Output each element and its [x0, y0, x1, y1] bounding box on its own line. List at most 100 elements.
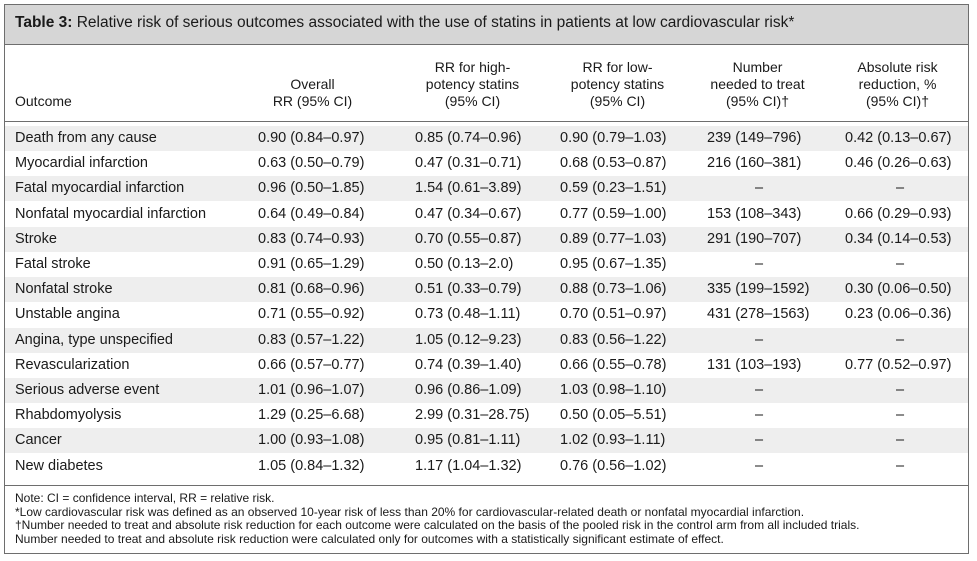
note-abbreviations: Note: CI = confidence interval, RR = rel…	[15, 491, 275, 505]
table-caption: Relative risk of serious outcomes associ…	[76, 14, 795, 31]
cell-nnt: 216 (160–381)	[707, 155, 802, 172]
table-row: Angina, type unspecified 0.83 (0.57–1.22)…	[5, 327, 968, 353]
table-row: Unstable angina 0.71 (0.55–0.92) 0.73 (0.4…	[5, 302, 968, 327]
cell-low-potency-rr: 1.03 (0.98–1.10)	[560, 382, 667, 398]
cell-overall-rr: 1.05 (0.84–1.32)	[258, 457, 365, 474]
table-row: Stroke 0.83 (0.74–0.93) 0.70 (0.55–0.87) 0.…	[5, 226, 968, 252]
cell-nnt: –	[755, 382, 764, 398]
cell-high-potency-rr: 0.85 (0.74–0.96)	[415, 130, 522, 146]
cell-high-potency-rr: 2.99 (0.31–28.75)	[415, 407, 530, 424]
cell-nnt: 431 (278–1563)	[707, 306, 810, 323]
cell-overall-rr: 0.83 (0.74–0.93)	[258, 230, 365, 247]
cell-arr: 0.66 (0.29–0.93)	[845, 205, 952, 222]
cell-low-potency-rr: 0.50 (0.05–5.51)	[560, 407, 667, 424]
cell-low-potency-rr: 0.76 (0.56–1.02)	[560, 457, 667, 474]
header-outcome: Outcome	[15, 93, 72, 109]
cell-arr: 0.30 (0.06–0.50)	[845, 281, 952, 298]
cell-arr: 0.23 (0.06–0.36)	[845, 306, 952, 323]
cell-outcome: Fatal stroke	[15, 256, 91, 272]
cell-low-potency-rr: 0.88 (0.73–1.06)	[560, 281, 667, 298]
table-row: New diabetes 1.05 (0.84–1.32) 1.17 (1.04–1…	[5, 454, 968, 479]
cell-arr: 0.42 (0.13–0.67)	[845, 130, 952, 146]
table-row: Revascularization 0.66 (0.57–0.77) 0.74 (0…	[5, 353, 968, 378]
cell-arr: 0.34 (0.14–0.53)	[845, 230, 952, 247]
cell-arr: –	[896, 457, 905, 474]
cell-outcome: Nonfatal myocardial infarction	[15, 205, 207, 222]
header-low-potency: RR for low- potency statins (95% CI)	[570, 59, 665, 109]
cell-high-potency-rr: 0.95 (0.81–1.11)	[415, 432, 521, 449]
table-notes: Note: CI = confidence interval, RR = rel…	[15, 491, 860, 546]
table-row: Nonfatal myocardial infarction 0.64 (0.49…	[5, 202, 968, 227]
cell-outcome: Serious adverse event	[15, 382, 160, 398]
cell-overall-rr: 1.00 (0.93–1.08)	[258, 432, 365, 449]
header-arr: Absolute risk reduction, % (95% CI)†	[857, 59, 938, 109]
cell-nnt: –	[755, 180, 764, 197]
table-title: Table 3: Relative risk of serious outcom…	[15, 14, 794, 32]
cell-outcome: Revascularization	[15, 356, 130, 373]
note-low-risk: *Low cardiovascular risk was defined as …	[15, 504, 805, 519]
cell-arr: –	[896, 256, 905, 272]
cell-overall-rr: 0.83 (0.57–1.22)	[258, 331, 365, 348]
cell-low-potency-rr: 0.90 (0.79–1.03)	[560, 130, 667, 146]
cell-nnt: –	[755, 331, 764, 348]
cell-overall-rr: 0.64 (0.49–0.84)	[258, 205, 365, 222]
cell-outcome: Fatal myocardial infarction	[15, 180, 185, 197]
cell-overall-rr: 0.96 (0.50–1.85)	[258, 180, 365, 197]
cell-outcome: Angina, type unspecified	[15, 331, 173, 348]
cell-high-potency-rr: 1.54 (0.61–3.89)	[415, 180, 522, 197]
table-row: Fatal myocardial infarction 0.96 (0.50–1.…	[5, 176, 968, 202]
cell-outcome: Nonfatal stroke	[15, 281, 113, 298]
cell-nnt: 153 (108–343)	[707, 205, 802, 222]
cell-nnt: –	[755, 432, 764, 449]
cell-high-potency-rr: 0.50 (0.13–2.0)	[415, 256, 514, 272]
table-row: Serious adverse event 1.01 (0.96–1.07) 0.9…	[5, 378, 968, 403]
cell-high-potency-rr: 0.47 (0.31–0.71)	[415, 155, 522, 172]
cell-low-potency-rr: 0.59 (0.23–1.51)	[560, 180, 667, 197]
cell-outcome: Rhabdomyolysis	[15, 407, 122, 424]
cell-low-potency-rr: 0.70 (0.51–0.97)	[560, 306, 667, 323]
notes-divider	[5, 485, 968, 486]
cell-arr: 0.77 (0.52–0.97)	[845, 356, 952, 373]
table-row: Rhabdomyolysis 1.29 (0.25–6.68) 2.99 (0.31…	[5, 403, 968, 428]
cell-nnt: –	[755, 407, 764, 424]
cell-nnt: –	[755, 457, 764, 474]
cell-outcome: Myocardial infarction	[15, 155, 148, 172]
cell-nnt: –	[755, 256, 764, 272]
cell-arr: –	[896, 331, 905, 348]
table-title-bar: Table 3: Relative risk of serious outcom…	[5, 5, 968, 45]
table-row: Cancer 1.00 (0.93–1.08) 0.95 (0.81–1.11) 1.…	[5, 428, 968, 454]
cell-arr: –	[896, 180, 905, 197]
cell-high-potency-rr: 0.47 (0.34–0.67)	[415, 205, 522, 222]
cell-overall-rr: 0.81 (0.68–0.96)	[258, 281, 365, 298]
cell-overall-rr: 1.29 (0.25–6.68)	[258, 407, 365, 424]
cell-high-potency-rr: 0.51 (0.33–0.79)	[415, 281, 522, 298]
table-row: Myocardial infarction 0.63 (0.50–0.79) 0.4…	[5, 151, 968, 176]
cell-high-potency-rr: 0.96 (0.86–1.09)	[415, 382, 522, 398]
header-nnt: Number needed to treat (95% CI)†	[710, 59, 805, 109]
cell-low-potency-rr: 1.02 (0.93–1.11)	[560, 432, 666, 449]
cell-overall-rr: 0.71 (0.55–0.92)	[258, 306, 365, 323]
cell-low-potency-rr: 0.83 (0.56–1.22)	[560, 331, 667, 348]
cell-arr: –	[896, 407, 905, 424]
cell-arr: 0.46 (0.26–0.63)	[845, 155, 952, 172]
table-label: Table 3:	[15, 14, 73, 31]
note-nnt-calc: †Number needed to treat and absolute ris…	[15, 518, 860, 532]
cell-arr: –	[896, 382, 905, 398]
cell-high-potency-rr: 0.73 (0.48–1.11)	[415, 306, 521, 323]
cell-high-potency-rr: 0.70 (0.55–0.87)	[415, 230, 522, 247]
cell-low-potency-rr: 0.77 (0.59–1.00)	[560, 205, 667, 222]
cell-low-potency-rr: 0.95 (0.67–1.35)	[560, 256, 667, 272]
header-divider	[5, 121, 968, 122]
cell-outcome: Stroke	[15, 230, 57, 247]
cell-outcome: Unstable angina	[15, 306, 120, 323]
cell-low-potency-rr: 0.89 (0.77–1.03)	[560, 230, 667, 247]
header-overall-rr: Overall RR (95% CI)	[272, 76, 353, 109]
cell-high-potency-rr: 1.17 (1.04–1.32)	[415, 457, 522, 474]
cell-overall-rr: 0.63 (0.50–0.79)	[258, 155, 365, 172]
cell-high-potency-rr: 1.05 (0.12–9.23)	[415, 331, 522, 348]
cell-arr: –	[896, 432, 905, 449]
table-row: Death from any cause 0.90 (0.84–0.97) 0.85…	[5, 126, 968, 151]
cell-overall-rr: 1.01 (0.96–1.07)	[258, 382, 365, 398]
note-nnt-significance: Number needed to treat and absolute risk…	[15, 531, 724, 546]
header-high-potency: RR for high- potency statins (95% CI)	[425, 59, 520, 109]
